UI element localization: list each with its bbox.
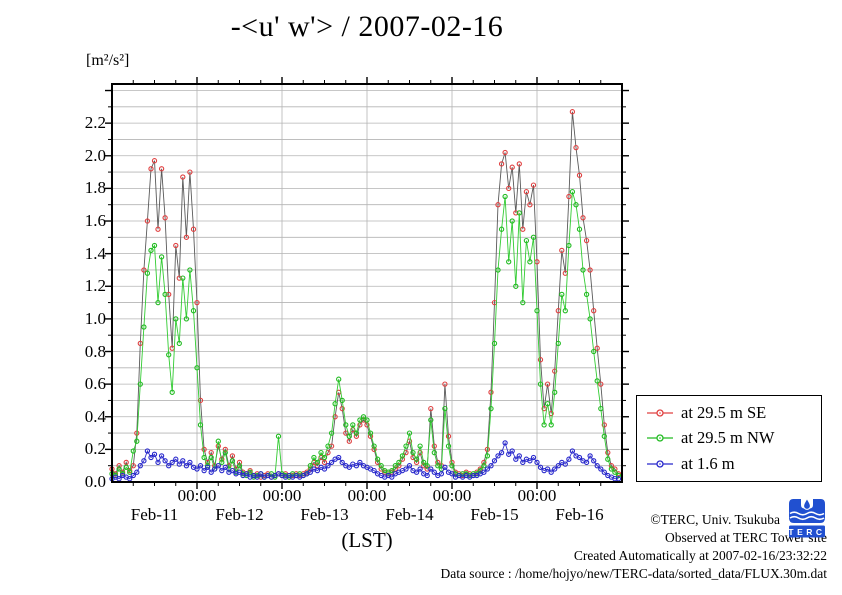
svg-text:TERC: TERC (788, 527, 825, 537)
footer-datasource: Data source : /home/hojyo/new/TERC-data/… (440, 566, 827, 581)
footer-observed: Observed at TERC Tower site (664, 530, 827, 545)
y-tick-label: 1.8 (84, 178, 106, 198)
x-day-label: Feb-16 (555, 505, 604, 524)
y-axis-unit-label: [m²/s²] (86, 52, 130, 69)
y-tick-label: 2.0 (84, 145, 106, 165)
x-tick-label-midnight: 00:00 (177, 486, 217, 505)
legend-label-nw: at 29.5 m NW (681, 428, 775, 448)
y-tick-label: 1.0 (84, 308, 106, 328)
y-tick-label: 0.2 (84, 439, 106, 459)
x-tick-label-midnight: 00:00 (262, 486, 302, 505)
chart-title: -<u' w'> / 2007-02-16 (230, 10, 504, 43)
x-day-label: Feb-14 (385, 505, 434, 524)
x-day-label: Feb-13 (300, 505, 349, 524)
legend-label-1m6: at 1.6 m (681, 454, 735, 474)
footer-copyright: ©TERC, Univ. Tsukuba (650, 512, 780, 527)
x-tick-label-midnight: 00:00 (347, 486, 387, 505)
y-tick-label: 0.4 (84, 406, 106, 426)
legend-label-se: at 29.5 m SE (681, 402, 767, 422)
y-tick-label: 2.2 (84, 113, 106, 133)
legend-box: at 29.5 m SE at 29.5 m NW at 1.6 m (636, 395, 822, 482)
legend-marker-se-icon (647, 409, 673, 417)
series-1m6 (109, 440, 622, 482)
legend-item-nw: at 29.5 m NW (646, 428, 821, 448)
x-day-label: Feb-15 (470, 505, 519, 524)
footer-created: Created Automatically at 2007-02-16/23:3… (573, 548, 827, 563)
y-tick-label: 0.0 (84, 472, 106, 491)
x-tick-label-midnight: 00:00 (517, 486, 557, 505)
legend-item-1m6: at 1.6 m (646, 454, 821, 474)
y-tick-label: 1.2 (84, 276, 106, 296)
y-tick-label: 0.8 (84, 341, 106, 361)
plot-border-and-ticks (105, 77, 629, 489)
y-tick-label: 0.6 (84, 374, 106, 394)
x-day-label: Feb-11 (130, 505, 179, 524)
y-tick-label: 1.6 (84, 211, 106, 231)
x-tick-label-midnight: 00:00 (432, 486, 472, 505)
y-tick-label: 1.4 (84, 243, 106, 263)
terc-logo-icon: TERC (788, 497, 825, 538)
legend-marker-1m6-icon (647, 460, 673, 468)
x-axis-label: (LST) (341, 528, 393, 552)
legend-item-se: at 29.5 m SE (646, 403, 821, 423)
x-day-label: Feb-12 (215, 505, 264, 524)
legend-marker-nw-icon (647, 434, 673, 443)
